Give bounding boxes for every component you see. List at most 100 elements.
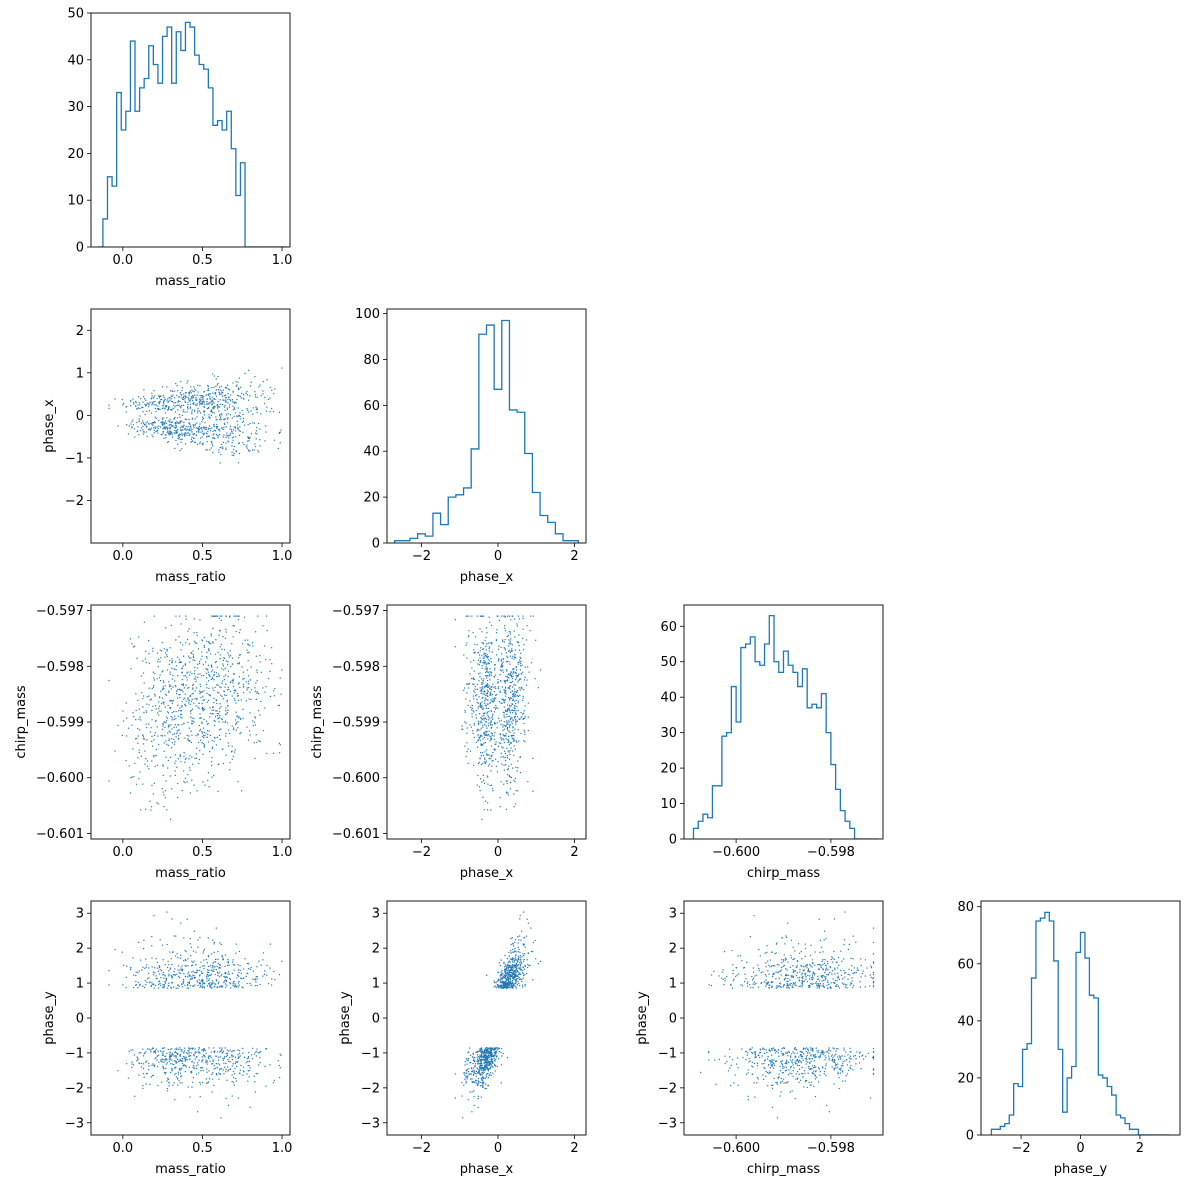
scatter-point bbox=[142, 697, 144, 700]
scatter-point bbox=[269, 670, 271, 672]
scatter-point bbox=[222, 959, 224, 961]
scatter-point bbox=[494, 738, 496, 741]
scatter-point bbox=[203, 411, 205, 413]
scatter-point bbox=[249, 1106, 251, 1108]
scatter-point bbox=[488, 722, 490, 724]
scatter-point bbox=[256, 984, 258, 987]
scatter-point bbox=[183, 675, 185, 677]
scatter-point bbox=[480, 615, 482, 617]
scatter-point bbox=[149, 800, 151, 802]
scatter-point bbox=[254, 717, 257, 719]
scatter-point bbox=[513, 707, 515, 709]
scatter-point bbox=[179, 1053, 182, 1056]
scatter-point bbox=[216, 427, 218, 429]
y-tick-label: 0 bbox=[76, 1012, 84, 1027]
scatter-point bbox=[131, 1061, 133, 1063]
scatter-point bbox=[207, 680, 210, 682]
scatter-point bbox=[168, 724, 170, 726]
scatter-point bbox=[475, 1051, 477, 1053]
scatter-point bbox=[256, 671, 258, 673]
scatter-point bbox=[136, 421, 138, 424]
scatter-point bbox=[254, 432, 257, 434]
scatter-point bbox=[181, 1060, 183, 1062]
scatter-point bbox=[507, 677, 509, 679]
scatter-point bbox=[133, 986, 135, 989]
scatter-point bbox=[162, 686, 164, 688]
scatter-point bbox=[219, 707, 221, 709]
scatter-point bbox=[508, 720, 510, 722]
scatter-point bbox=[213, 423, 215, 425]
scatter-point bbox=[183, 393, 185, 395]
scatter-point bbox=[219, 714, 221, 717]
scatter-point bbox=[164, 790, 167, 792]
scatter-point bbox=[179, 1047, 181, 1049]
scatter-point bbox=[247, 683, 249, 685]
scatter-point bbox=[490, 1060, 492, 1063]
scatter-point bbox=[145, 984, 147, 986]
scatter-point bbox=[466, 692, 468, 694]
scatter-point bbox=[201, 1056, 203, 1058]
scatter-point bbox=[207, 1057, 209, 1059]
scatter-point bbox=[279, 442, 281, 444]
scatter-point bbox=[184, 949, 186, 952]
scatter-point bbox=[163, 648, 165, 650]
scatter-point bbox=[173, 935, 175, 937]
scatter-point bbox=[506, 720, 508, 722]
scatter-point bbox=[492, 683, 494, 685]
scatter-point bbox=[213, 425, 215, 428]
scatter-point bbox=[482, 1057, 485, 1059]
scatter-point bbox=[222, 635, 224, 638]
scatter-point bbox=[229, 983, 232, 985]
scatter-point bbox=[220, 1049, 222, 1051]
scatter-point bbox=[237, 780, 239, 783]
scatter-point bbox=[486, 713, 488, 715]
scatter-point bbox=[223, 1057, 225, 1059]
scatter-point bbox=[221, 1052, 223, 1054]
scatter-point bbox=[483, 1052, 485, 1054]
scatter-point bbox=[510, 650, 513, 652]
scatter-point bbox=[237, 387, 240, 389]
scatter-point bbox=[210, 440, 212, 443]
scatter-point bbox=[219, 985, 221, 988]
scatter-point bbox=[506, 679, 509, 681]
scatter-point bbox=[232, 439, 234, 441]
scatter-point bbox=[211, 739, 213, 742]
scatter-point bbox=[264, 396, 266, 398]
scatter-point bbox=[154, 400, 156, 403]
scatter-point bbox=[151, 719, 153, 721]
scatter-point bbox=[511, 734, 513, 737]
scatter-point bbox=[517, 767, 519, 769]
scatter-point bbox=[180, 761, 182, 763]
scatter-point bbox=[489, 740, 491, 742]
scatter-point bbox=[220, 385, 222, 388]
scatter-point bbox=[210, 410, 212, 412]
scatter-point bbox=[171, 747, 173, 749]
scatter-point bbox=[166, 987, 169, 989]
scatter-point bbox=[199, 437, 202, 439]
scatter-point bbox=[518, 948, 520, 951]
scatter-point bbox=[214, 661, 217, 664]
scatter-point bbox=[184, 395, 186, 397]
scatter-point bbox=[224, 423, 226, 425]
scatter-point bbox=[505, 792, 508, 794]
scatter-point bbox=[493, 669, 496, 671]
scatter-point bbox=[145, 1083, 147, 1085]
scatter-point bbox=[211, 615, 213, 617]
scatter-point bbox=[513, 670, 515, 672]
scatter-point bbox=[535, 958, 537, 960]
scatter-point bbox=[465, 755, 467, 758]
scatter-point bbox=[274, 388, 276, 390]
scatter-point bbox=[217, 400, 219, 403]
scatter-point bbox=[503, 735, 505, 737]
scatter-point bbox=[169, 426, 171, 428]
scatter-point bbox=[254, 724, 257, 726]
scatter-point bbox=[153, 974, 155, 976]
scatter-point bbox=[227, 417, 229, 419]
scatter-point bbox=[237, 1056, 240, 1058]
scatter-point bbox=[161, 407, 163, 409]
scatter-point bbox=[156, 426, 158, 428]
scatter-point bbox=[189, 755, 191, 757]
scatter-point bbox=[228, 389, 231, 391]
scatter-point bbox=[514, 960, 516, 962]
